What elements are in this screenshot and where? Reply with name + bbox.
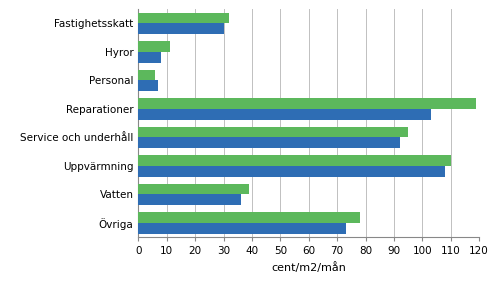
Bar	[138, 109, 431, 120]
Bar	[138, 98, 476, 109]
Bar	[138, 194, 241, 205]
Bar	[138, 126, 408, 137]
Bar	[138, 137, 400, 148]
Bar	[138, 12, 229, 23]
Bar	[138, 70, 155, 80]
X-axis label: cent/m2/mån: cent/m2/mån	[271, 262, 346, 273]
Bar	[138, 155, 451, 166]
Bar	[138, 80, 158, 91]
Bar	[138, 166, 445, 177]
Bar	[138, 223, 346, 234]
Bar	[138, 41, 169, 52]
Bar	[138, 184, 249, 194]
Bar	[138, 212, 360, 223]
Bar	[138, 23, 223, 34]
Bar	[138, 52, 161, 63]
